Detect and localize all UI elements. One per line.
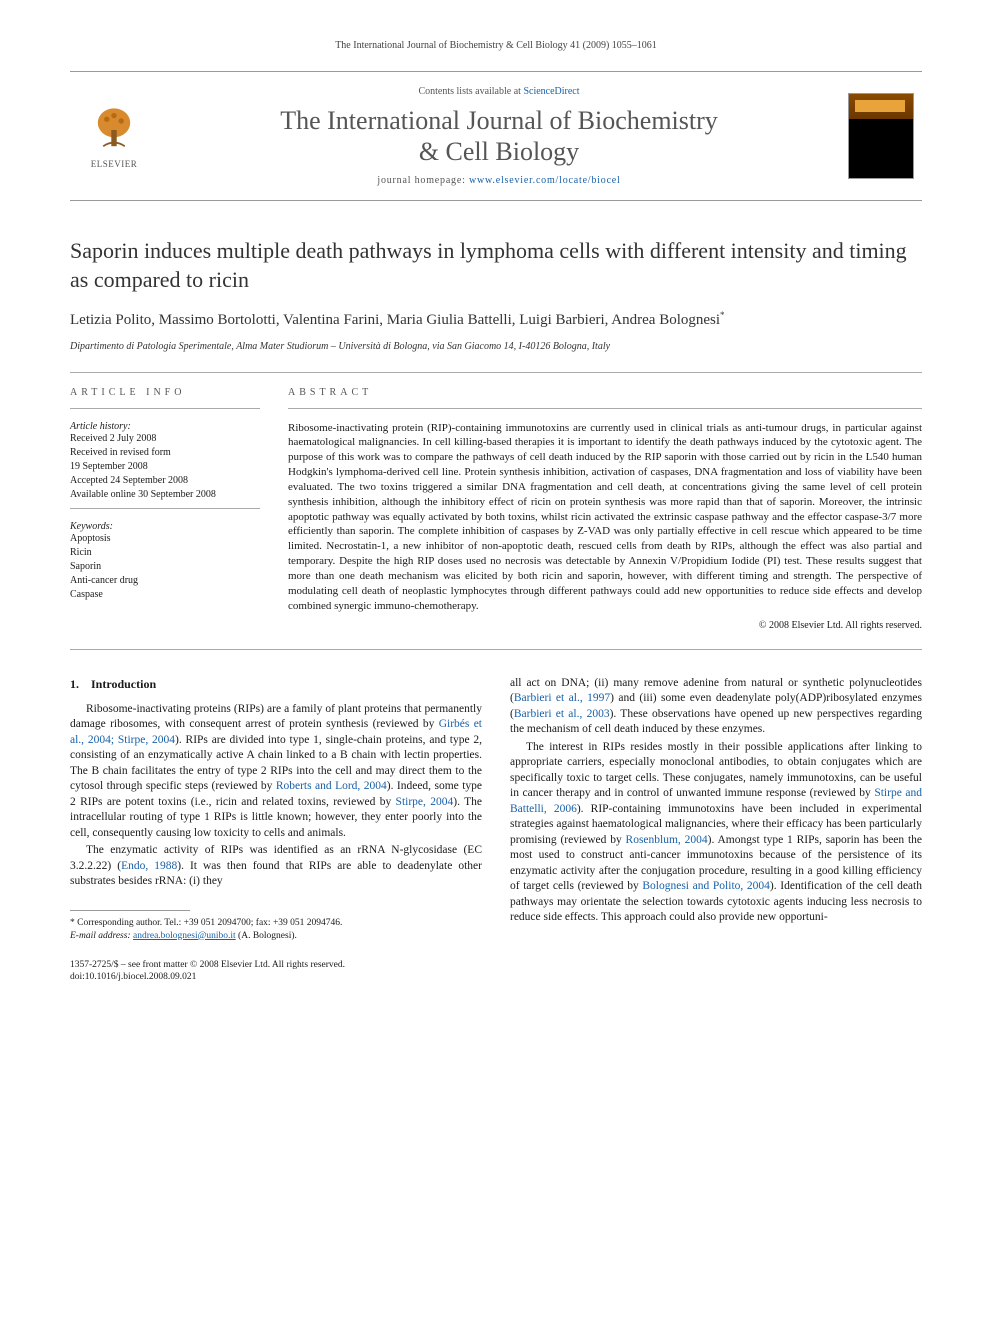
- issn-line: 1357-2725/$ – see front matter © 2008 El…: [70, 959, 482, 972]
- keyword: Saporin: [70, 560, 260, 574]
- elsevier-wordmark: ELSEVIER: [91, 159, 138, 169]
- abstract-copyright: © 2008 Elsevier Ltd. All rights reserved…: [288, 620, 922, 631]
- abstract-column: abstract Ribosome-inactivating protein (…: [288, 387, 922, 631]
- masthead: ELSEVIER Contents lists available at Sci…: [70, 71, 922, 201]
- left-column: 1. Introduction Ribosome-inactivating pr…: [70, 676, 482, 985]
- citation-link[interactable]: Roberts and Lord, 2004: [276, 780, 387, 792]
- history-revised-l2: 19 September 2008: [70, 460, 260, 474]
- info-abstract-row: article info Article history: Received 2…: [70, 387, 922, 631]
- contents-prefix: Contents lists available at: [418, 86, 523, 97]
- contents-available-line: Contents lists available at ScienceDirec…: [150, 86, 848, 97]
- info-divider-2: [70, 508, 260, 509]
- citation-link[interactable]: Barbieri et al., 2003: [514, 708, 610, 720]
- section-title: Introduction: [91, 677, 156, 691]
- elsevier-tree-icon: [87, 103, 141, 157]
- history-revised-l1: Received in revised form: [70, 446, 260, 460]
- paragraph: Ribosome-inactivating proteins (RIPs) ar…: [70, 702, 482, 842]
- email-tail: (A. Bolognesi).: [236, 931, 297, 941]
- homepage-prefix: journal homepage:: [377, 175, 469, 186]
- affiliation: Dipartimento di Patologia Sperimentale, …: [70, 341, 922, 352]
- journal-homepage-line: journal homepage: www.elsevier.com/locat…: [150, 175, 848, 186]
- email-footnote: E-mail address: andrea.bolognesi@unibo.i…: [70, 930, 482, 943]
- keyword: Caspase: [70, 588, 260, 602]
- article-info-column: article info Article history: Received 2…: [70, 387, 260, 631]
- abstract-divider: [288, 408, 922, 409]
- citation-link[interactable]: Stirpe, 2004: [396, 796, 454, 808]
- authors-text: Letizia Polito, Massimo Bortolotti, Vale…: [70, 312, 720, 328]
- journal-name: The International Journal of Biochemistr…: [150, 105, 848, 167]
- history-accepted: Accepted 24 September 2008: [70, 474, 260, 488]
- keyword: Ricin: [70, 546, 260, 560]
- body-text: Ribosome-inactivating proteins (RIPs) ar…: [70, 703, 482, 731]
- history-online: Available online 30 September 2008: [70, 488, 260, 502]
- keyword: Apoptosis: [70, 532, 260, 546]
- citation-link[interactable]: Barbieri et al., 1997: [514, 692, 610, 704]
- section-divider-2: [70, 649, 922, 650]
- corresponding-footnote: * Corresponding author. Tel.: +39 051 20…: [70, 917, 482, 930]
- journal-cover-thumbnail: [848, 93, 914, 179]
- sciencedirect-link[interactable]: ScienceDirect: [523, 86, 579, 97]
- history-received: Received 2 July 2008: [70, 432, 260, 446]
- paragraph: The interest in RIPs resides mostly in t…: [510, 740, 922, 926]
- section-divider: [70, 372, 922, 373]
- footnote-separator: [70, 910, 190, 911]
- abstract-heading: abstract: [288, 387, 922, 398]
- author-list: Letizia Polito, Massimo Bortolotti, Vale…: [70, 309, 922, 331]
- keyword: Anti-cancer drug: [70, 574, 260, 588]
- article-title: Saporin induces multiple death pathways …: [70, 237, 922, 294]
- elsevier-logo: ELSEVIER: [78, 103, 150, 169]
- right-column: all act on DNA; (ii) many remove adenine…: [510, 676, 922, 985]
- journal-name-l1: The International Journal of Biochemistr…: [280, 106, 718, 135]
- body-text: The interest in RIPs resides mostly in t…: [510, 741, 922, 800]
- info-divider: [70, 408, 260, 409]
- article-info-heading: article info: [70, 387, 260, 398]
- history-heading: Article history:: [70, 421, 260, 432]
- abstract-text: Ribosome-inactivating protein (RIP)-cont…: [288, 421, 922, 614]
- email-link[interactable]: andrea.bolognesi@unibo.it: [133, 931, 236, 941]
- corresponding-marker: *: [720, 310, 725, 320]
- running-header: The International Journal of Biochemistr…: [70, 40, 922, 51]
- citation-link[interactable]: Bolognesi and Polito, 2004: [642, 880, 770, 892]
- section-number: 1.: [70, 677, 79, 691]
- citation-link[interactable]: Rosenblum, 2004: [626, 834, 708, 846]
- footer-block: 1357-2725/$ – see front matter © 2008 El…: [70, 959, 482, 985]
- section-heading: 1. Introduction: [70, 676, 482, 692]
- paragraph: all act on DNA; (ii) many remove adenine…: [510, 676, 922, 738]
- keywords-heading: Keywords:: [70, 521, 260, 532]
- paragraph: The enzymatic activity of RIPs was ident…: [70, 843, 482, 890]
- doi-line: doi:10.1016/j.biocel.2008.09.021: [70, 971, 482, 984]
- email-label: E-mail address:: [70, 931, 133, 941]
- masthead-center: Contents lists available at ScienceDirec…: [150, 86, 848, 186]
- journal-name-l2: & Cell Biology: [419, 137, 579, 166]
- journal-homepage-link[interactable]: www.elsevier.com/locate/biocel: [469, 175, 621, 186]
- citation-link[interactable]: Endo, 1988: [121, 860, 177, 872]
- body-two-column: 1. Introduction Ribosome-inactivating pr…: [70, 676, 922, 985]
